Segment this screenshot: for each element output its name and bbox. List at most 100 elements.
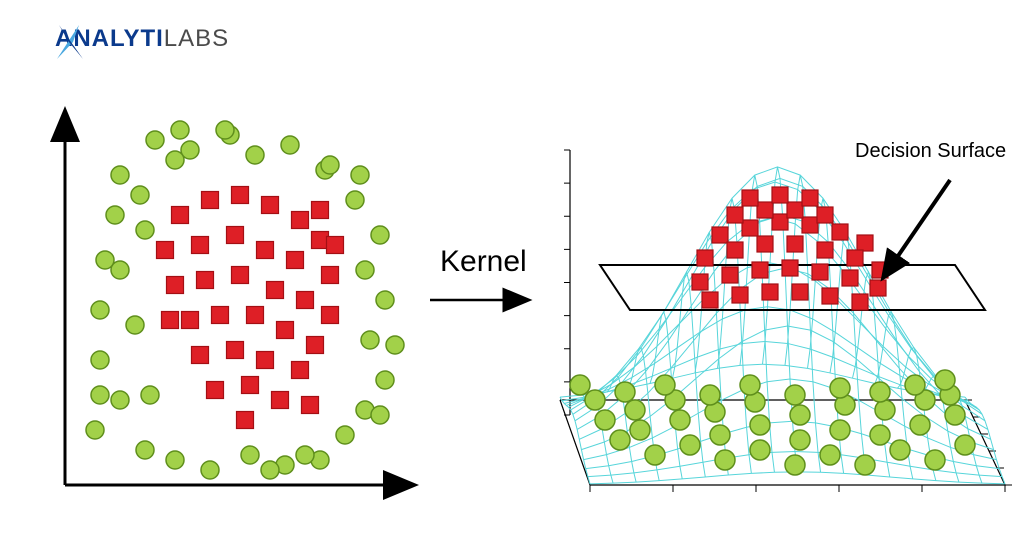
red-point-3d — [802, 217, 818, 233]
red-point-3d — [817, 207, 833, 223]
red-point-3d — [787, 202, 803, 218]
red-point — [227, 342, 244, 359]
green-point — [136, 441, 154, 459]
green-point-3d — [955, 435, 975, 455]
green-point-3d — [670, 410, 690, 430]
green-point — [96, 251, 114, 269]
red-point — [232, 187, 249, 204]
green-point-3d — [785, 455, 805, 475]
red-point — [192, 237, 209, 254]
decision-arrow-icon — [885, 180, 950, 275]
red-point — [172, 207, 189, 224]
green-point-3d — [680, 435, 700, 455]
diagram-svg — [0, 0, 1024, 555]
red-point-3d — [762, 284, 778, 300]
green-point — [346, 191, 364, 209]
green-point-3d — [855, 455, 875, 475]
red-point — [272, 392, 289, 409]
red-point-3d — [742, 190, 758, 206]
green-point — [361, 331, 379, 349]
green-point-3d — [830, 378, 850, 398]
red-point — [202, 192, 219, 209]
red-point — [312, 202, 329, 219]
green-point — [241, 446, 259, 464]
red-point — [292, 362, 309, 379]
green-point-3d — [790, 430, 810, 450]
green-point — [111, 391, 129, 409]
red-point — [262, 197, 279, 214]
red-point-3d — [727, 242, 743, 258]
green-point-3d — [910, 415, 930, 435]
red-point — [327, 237, 344, 254]
green-point — [246, 146, 264, 164]
red-point-3d — [857, 235, 873, 251]
red-point — [297, 292, 314, 309]
red-point — [232, 267, 249, 284]
green-point-3d — [925, 450, 945, 470]
green-point — [371, 226, 389, 244]
red-point-3d — [822, 288, 838, 304]
green-point — [166, 151, 184, 169]
green-point-3d — [875, 400, 895, 420]
red-point — [307, 337, 324, 354]
red-point-3d — [872, 262, 888, 278]
green-point — [131, 186, 149, 204]
green-point-3d — [870, 425, 890, 445]
green-point-3d — [935, 370, 955, 390]
green-point-3d — [595, 410, 615, 430]
red-point-3d — [757, 236, 773, 252]
green-point-3d — [615, 382, 635, 402]
green-point — [351, 166, 369, 184]
green-point — [356, 261, 374, 279]
green-point-3d — [655, 375, 675, 395]
red-point-3d — [772, 214, 788, 230]
green-point — [91, 351, 109, 369]
red-point-3d — [742, 220, 758, 236]
green-point — [136, 221, 154, 239]
red-point-3d — [772, 187, 788, 203]
green-point — [321, 156, 339, 174]
green-point — [376, 371, 394, 389]
red-point — [227, 227, 244, 244]
green-point-3d — [750, 415, 770, 435]
green-point — [91, 301, 109, 319]
green-point-3d — [750, 440, 770, 460]
green-point — [91, 386, 109, 404]
green-point — [261, 461, 279, 479]
green-point-3d — [790, 405, 810, 425]
green-point — [86, 421, 104, 439]
red-point — [267, 282, 284, 299]
green-point-3d — [715, 450, 735, 470]
green-point — [126, 316, 144, 334]
red-point-3d — [732, 287, 748, 303]
red-point-3d — [752, 262, 768, 278]
red-point — [242, 377, 259, 394]
green-point — [111, 166, 129, 184]
green-point-3d — [945, 405, 965, 425]
red-point — [162, 312, 179, 329]
green-point-3d — [740, 375, 760, 395]
green-point — [336, 426, 354, 444]
red-point-3d — [712, 227, 728, 243]
green-point — [376, 291, 394, 309]
green-point — [146, 131, 164, 149]
green-point-3d — [570, 375, 590, 395]
red-point — [322, 307, 339, 324]
red-point — [192, 347, 209, 364]
diagram-root: { "logo": { "text1": "ANALYTI", "text2":… — [0, 0, 1024, 555]
red-point — [237, 412, 254, 429]
green-point-3d — [870, 382, 890, 402]
red-point — [157, 242, 174, 259]
red-point-3d — [792, 284, 808, 300]
red-point — [287, 252, 304, 269]
green-point-3d — [585, 390, 605, 410]
red-point — [247, 307, 264, 324]
green-point-3d — [630, 420, 650, 440]
red-point — [257, 242, 274, 259]
red-point-3d — [842, 270, 858, 286]
red-point — [207, 382, 224, 399]
green-point — [281, 136, 299, 154]
green-point — [386, 336, 404, 354]
red-point-3d — [852, 294, 868, 310]
green-point-3d — [700, 385, 720, 405]
